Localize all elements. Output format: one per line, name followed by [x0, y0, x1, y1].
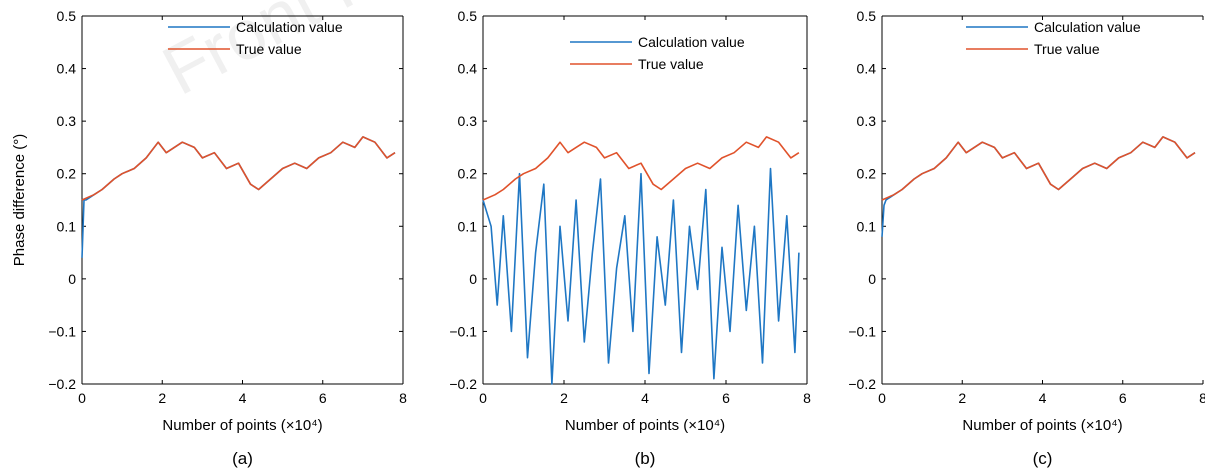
x-tick-label: 4: [1039, 390, 1047, 406]
y-tick-label: −0.1: [48, 323, 76, 339]
x-tick-label: 4: [239, 390, 247, 406]
y-tick-label: 0.3: [857, 113, 877, 129]
legend-label: True value: [1034, 41, 1100, 57]
x-tick-label: 6: [1119, 390, 1127, 406]
y-tick-label: 0.5: [458, 8, 478, 24]
y-tick-label: −0.2: [449, 376, 477, 392]
panel-a: −0.2 −0.1 0 0.1 0.2 0.3 0.4 0.5 0 2 4 6 8 Number of p…: [48, 8, 407, 468]
x-axis-title: Number of points (×10⁴): [162, 417, 322, 434]
series-line-calculation-value: [881, 136, 1196, 237]
panel-b: −0.2 −0.1 0 0.1 0.2 0.3 0.4 0.5 0 2 4 6 8 Number of p…: [449, 8, 811, 468]
series-line-true-value: [881, 136, 1196, 201]
y-tick-label: 0.1: [458, 218, 478, 234]
series-line-calculation-value: [482, 167, 800, 385]
x-axis-title: Number of points (×10⁴): [962, 417, 1122, 434]
x-tick-label: 0: [878, 390, 886, 406]
x-tick-label: 2: [958, 390, 966, 406]
y-tick-label: −0.2: [848, 376, 876, 392]
y-tick-label: −0.1: [449, 323, 477, 339]
legend-label: True value: [638, 56, 704, 72]
panel-c: −0.2 −0.1 0 0.1 0.2 0.3 0.4 0.5 0 2 4 6 8 Number of p…: [848, 8, 1205, 468]
y-tick-label: 0.5: [57, 8, 77, 24]
y-tick-label: 0.5: [857, 8, 877, 24]
legend-label: True value: [236, 41, 302, 57]
y-tick-label: 0: [68, 271, 76, 287]
x-tick-label: 8: [399, 390, 407, 406]
x-tick-label: 0: [479, 390, 487, 406]
series-line-calculation-value: [81, 136, 396, 258]
y-tick-label: 0.3: [458, 113, 478, 129]
y-tick-label: 0.4: [57, 61, 77, 77]
x-tick-label: 0: [78, 390, 86, 406]
panel-label: (a): [232, 449, 253, 468]
y-tick-label: 0.2: [57, 166, 77, 182]
legend-label: Calculation value: [236, 19, 343, 35]
y-tick-label: 0.2: [458, 166, 478, 182]
y-tick-label: 0: [868, 271, 876, 287]
series-line-true-value: [482, 136, 800, 201]
x-tick-label: 2: [158, 390, 166, 406]
legend-label: Calculation value: [1034, 19, 1141, 35]
x-tick-label: 4: [641, 390, 649, 406]
panel-label: (b): [635, 449, 656, 468]
legend-label: Calculation value: [638, 34, 745, 50]
y-tick-label: −0.1: [848, 323, 876, 339]
y-tick-label: 0.4: [857, 61, 877, 77]
x-tick-label: 6: [722, 390, 730, 406]
x-tick-label: 6: [319, 390, 327, 406]
x-axis-title: Number of points (×10⁴): [565, 417, 725, 434]
y-tick-label: 0: [469, 271, 477, 287]
y-tick-label: 0.3: [57, 113, 77, 129]
x-tick-label: 2: [560, 390, 568, 406]
y-tick-label: 0.1: [857, 218, 877, 234]
y-tick-label: −0.2: [48, 376, 76, 392]
y-tick-label: 0.4: [458, 61, 478, 77]
x-tick-label: 8: [803, 390, 811, 406]
y-axis-title: Phase difference (°): [11, 134, 28, 266]
series-line-true-value: [81, 136, 396, 201]
y-tick-label: 0.1: [57, 218, 77, 234]
panel-label: (c): [1033, 449, 1053, 468]
x-tick-label: 8: [1199, 390, 1205, 406]
y-tick-label: 0.2: [857, 166, 877, 182]
